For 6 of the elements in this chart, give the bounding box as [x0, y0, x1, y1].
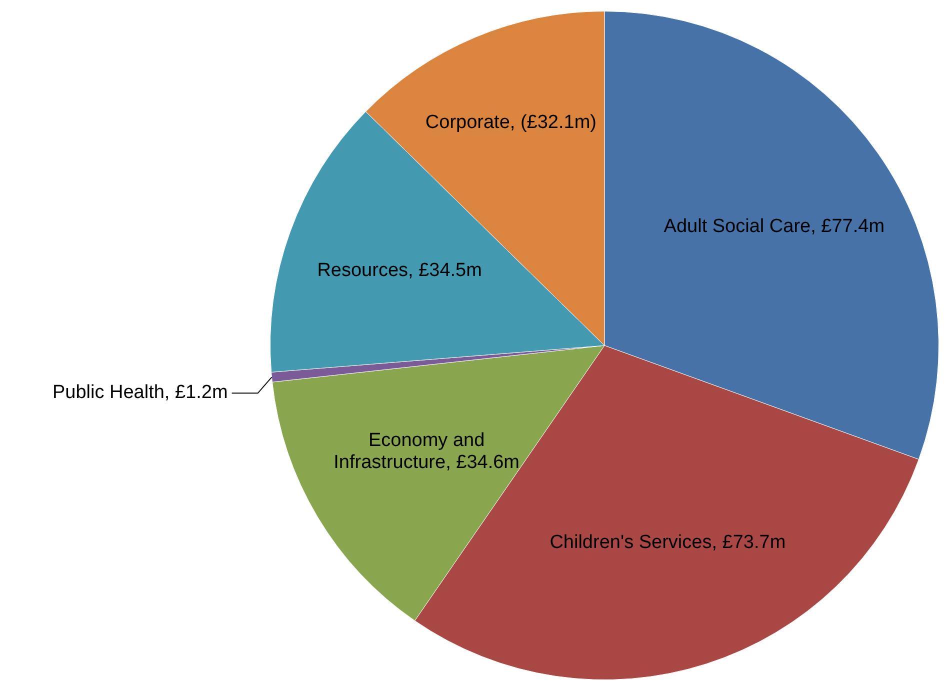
slice-label: Public Health, £1.2m [52, 382, 228, 404]
slice-label: Economy and Infrastructure, £34.6m [332, 430, 521, 474]
slice-label: Corporate, (£32.1m) [425, 112, 596, 134]
slice-label: Adult Social Care, £77.4m [664, 216, 885, 238]
slice-label: Resources, £34.5m [317, 260, 482, 282]
slice-label: Children's Services, £73.7m [550, 532, 786, 554]
